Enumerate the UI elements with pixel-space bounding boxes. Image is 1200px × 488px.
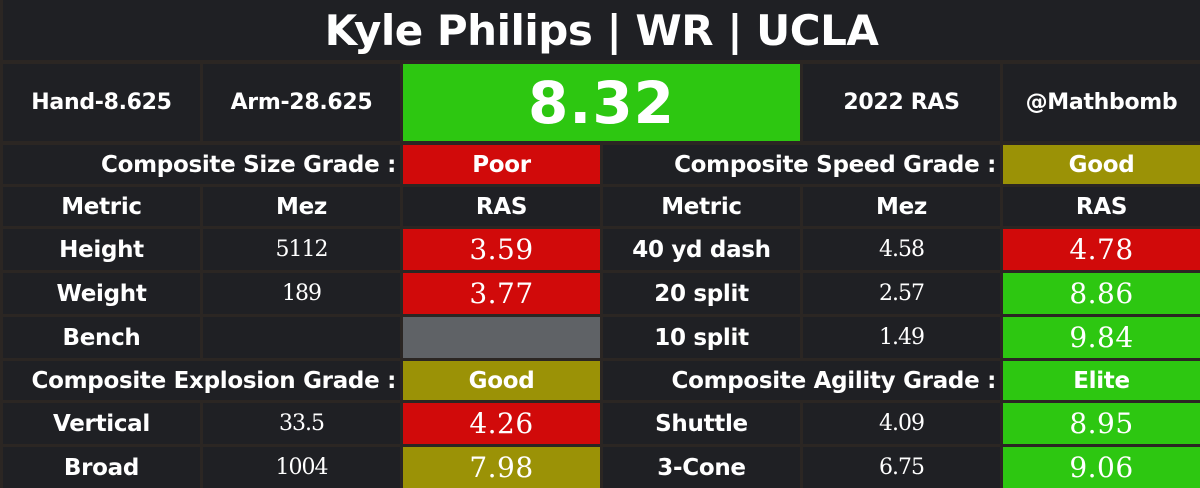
speed-grade-label: Composite Speed Grade : xyxy=(603,145,1000,184)
metric-ras: 7.98 xyxy=(403,447,600,488)
arm-length: Arm-28.625 xyxy=(203,64,400,141)
ras-year: 2022 RAS xyxy=(803,64,1000,141)
metric-name: Weight xyxy=(3,273,200,314)
metric-measurement: 189 xyxy=(203,273,400,314)
agility-grade-label: Composite Agility Grade : xyxy=(603,361,1000,400)
hand-size: Hand-8.625 xyxy=(3,64,200,141)
metric-ras xyxy=(403,317,600,358)
metric-measurement: 4.58 xyxy=(803,229,1000,270)
metric-name: 40 yd dash xyxy=(603,229,800,270)
metric-measurement: 1.49 xyxy=(803,317,1000,358)
metric-name: Height xyxy=(3,229,200,270)
col-header-ras: RAS xyxy=(403,187,600,226)
explosion-grade-value: Good xyxy=(403,361,600,400)
col-header-metric: Metric xyxy=(3,187,200,226)
metric-name: Broad xyxy=(3,447,200,488)
metric-name: Vertical xyxy=(3,403,200,444)
agility-grade-value: Elite xyxy=(1003,361,1200,400)
metric-ras: 8.95 xyxy=(1003,403,1200,444)
metric-ras: 3.59 xyxy=(403,229,600,270)
metric-measurement: 2.57 xyxy=(803,273,1000,314)
col-header-ras: RAS xyxy=(1003,187,1200,226)
speed-grade-value: Good xyxy=(1003,145,1200,184)
metric-measurement: 6.75 xyxy=(803,447,1000,488)
metric-name: Shuttle xyxy=(603,403,800,444)
metric-measurement xyxy=(203,317,400,358)
author-handle: @Mathbomb xyxy=(1003,64,1200,141)
metric-ras: 9.84 xyxy=(1003,317,1200,358)
ras-score: 8.32 xyxy=(403,64,800,141)
player-title: Kyle Philips | WR | UCLA xyxy=(3,0,1200,60)
col-header-mez: Mez xyxy=(203,187,400,226)
size-grade-value: Poor xyxy=(403,145,600,184)
metric-measurement: 4.09 xyxy=(803,403,1000,444)
explosion-grade-label: Composite Explosion Grade : xyxy=(3,361,400,400)
metric-name: 20 split xyxy=(603,273,800,314)
metric-ras: 8.86 xyxy=(1003,273,1200,314)
metric-name: 10 split xyxy=(603,317,800,358)
col-header-metric: Metric xyxy=(603,187,800,226)
metric-ras: 4.78 xyxy=(1003,229,1200,270)
col-header-mez: Mez xyxy=(803,187,1000,226)
metric-measurement: 5112 xyxy=(203,229,400,270)
size-grade-label: Composite Size Grade : xyxy=(3,145,400,184)
metric-measurement: 33.5 xyxy=(203,403,400,444)
metric-name: 3-Cone xyxy=(603,447,800,488)
metric-ras: 4.26 xyxy=(403,403,600,444)
metric-name: Bench xyxy=(3,317,200,358)
metric-measurement: 1004 xyxy=(203,447,400,488)
metric-ras: 9.06 xyxy=(1003,447,1200,488)
metric-ras: 3.77 xyxy=(403,273,600,314)
